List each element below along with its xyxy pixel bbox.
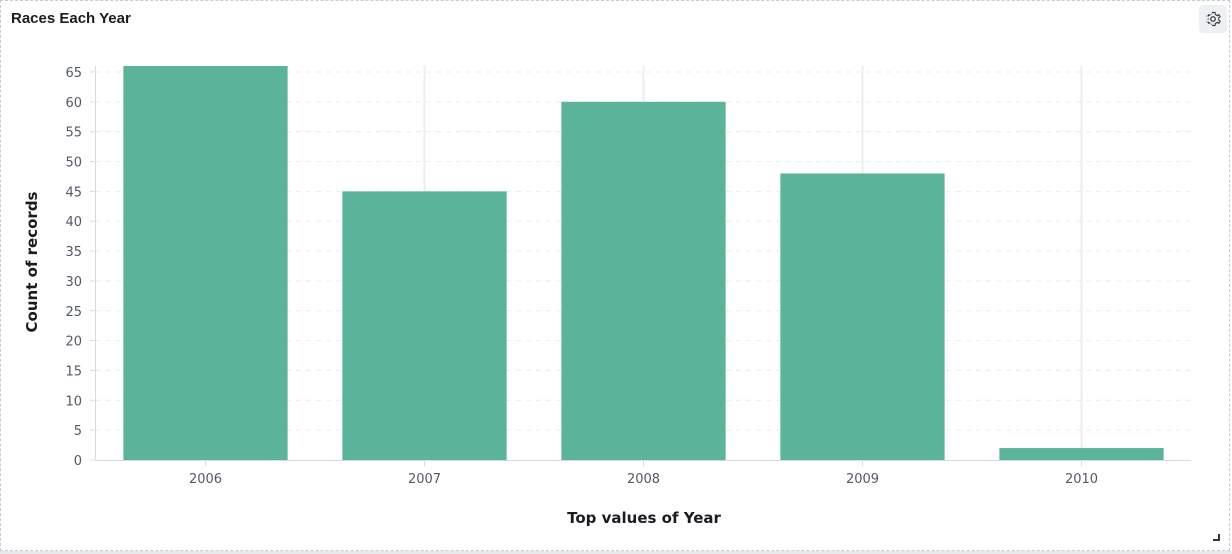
y-tick-label: 30 [65,275,82,290]
y-tick-label: 60 [65,96,82,111]
x-tick-label: 2009 [846,472,879,487]
bar-2010[interactable] [999,448,1164,460]
axes [90,66,1191,466]
y-tick-labels: 0 5 10 15 20 25 30 35 40 45 50 55 60 65 [65,66,82,469]
y-tick-label: 15 [65,364,82,379]
y-tick-label: 45 [65,185,82,200]
bottom-divider [0,551,1232,554]
y-tick-label: 20 [65,335,82,350]
y-tick-label: 50 [65,156,82,171]
y-tick-label: 25 [65,305,82,320]
bar-2007[interactable] [342,191,507,460]
panel-title: Races Each Year [11,10,131,27]
y-tick-label: 35 [65,245,82,260]
bars [123,66,1164,461]
x-tick-label: 2006 [189,472,222,487]
x-tick-label: 2010 [1065,472,1098,487]
bar-2009[interactable] [780,173,945,461]
bar-2008[interactable] [561,101,726,461]
y-tick-label: 65 [65,66,82,81]
y-tick-label: 55 [65,126,82,141]
resize-handle[interactable] [1213,534,1220,541]
panel-settings-button[interactable] [1199,5,1227,33]
y-tick-label: 10 [65,394,82,409]
x-tick-label: 2007 [408,472,441,487]
x-tick-label: 2008 [627,472,660,487]
y-tick-label: 0 [74,454,82,469]
x-tick-labels: 2006 2007 2008 2009 2010 [189,472,1098,487]
x-axis-title: Top values of Year [567,509,721,527]
bar-2006[interactable] [123,66,288,460]
y-axis-title: Count of records [23,191,41,332]
y-tick-label: 5 [74,424,82,439]
gear-icon [1206,11,1221,27]
y-tick-label: 40 [65,215,82,230]
